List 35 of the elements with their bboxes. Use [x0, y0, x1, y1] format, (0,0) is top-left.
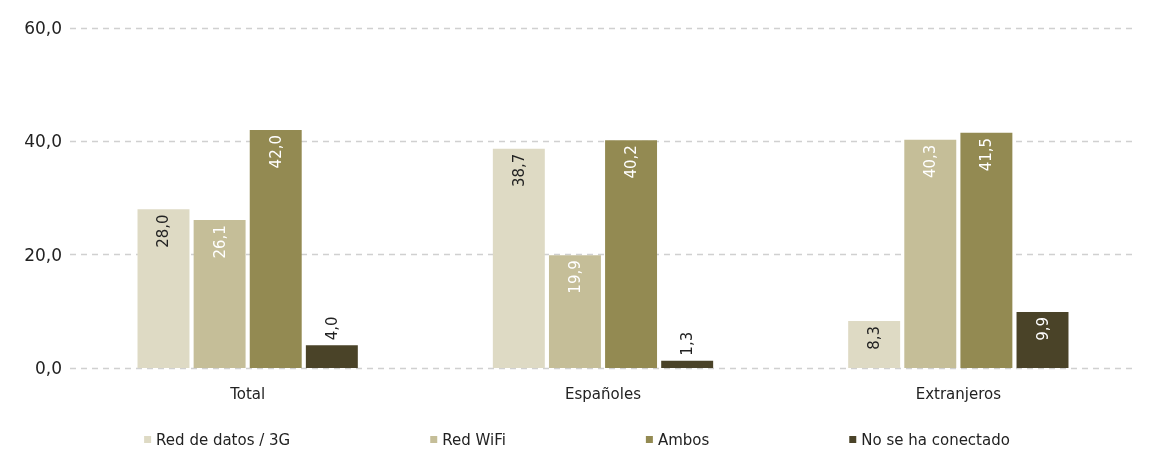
data-label: 19,9 [565, 260, 584, 294]
x-tick-label: Extranjeros [915, 384, 1002, 403]
bar [661, 360, 714, 368]
data-label: 8,3 [865, 325, 884, 350]
x-tick-label: Españoles [565, 384, 642, 403]
bar [492, 148, 545, 368]
legend-label: No se ha conectado [861, 430, 1010, 449]
data-label: 42,0 [266, 135, 285, 169]
bar [193, 220, 246, 368]
bar [137, 209, 190, 368]
bar [1016, 311, 1069, 368]
data-label: 40,2 [622, 145, 641, 179]
data-label: 28,0 [154, 214, 173, 248]
data-label: 26,1 [210, 225, 229, 259]
legend-label: Red WiFi [442, 430, 506, 449]
bar [960, 132, 1013, 368]
legend-label: Red de datos / 3G [156, 430, 291, 449]
y-tick-label: 40,0 [24, 131, 62, 152]
data-label: 41,5 [977, 137, 996, 172]
y-tick-label: 60,0 [24, 18, 62, 38]
y-tick-label: 20,0 [24, 244, 62, 265]
bar [249, 130, 302, 368]
bar [548, 255, 601, 368]
bar [848, 320, 901, 368]
legend-label: Ambos [657, 430, 710, 449]
bar [904, 139, 957, 368]
data-label: 9,9 [1033, 316, 1052, 341]
data-label: 40,3 [921, 144, 940, 179]
data-label: 1,3 [678, 331, 697, 356]
y-tick-label: 0,0 [34, 358, 62, 378]
x-tick-label: Total [229, 384, 266, 403]
bar [305, 345, 358, 368]
data-label: 4,0 [322, 316, 341, 341]
bar [605, 140, 658, 368]
data-label: 38,7 [509, 153, 528, 188]
